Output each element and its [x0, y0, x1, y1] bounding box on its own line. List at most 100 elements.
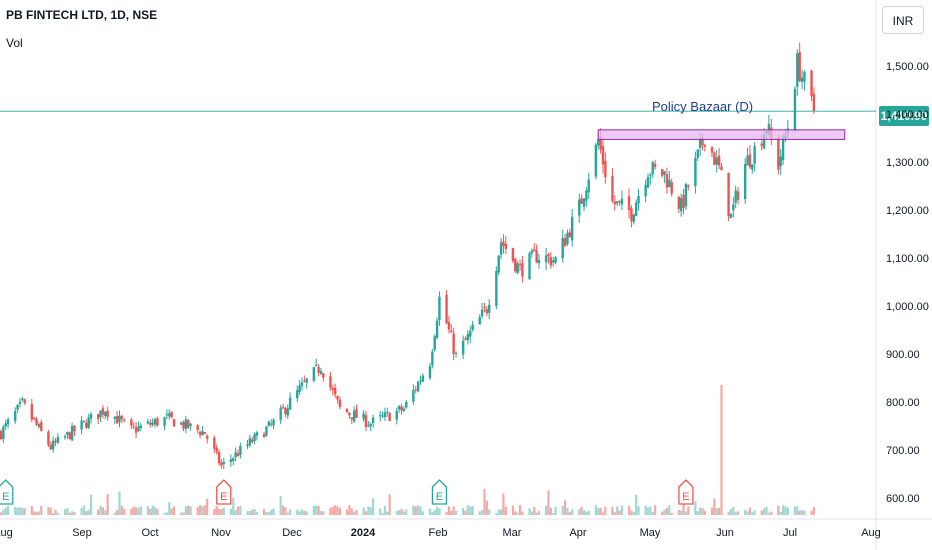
candle-body [618, 200, 621, 202]
volume-bar [270, 509, 273, 515]
volume-bar [71, 511, 74, 515]
candle-body [101, 408, 105, 415]
price-tick: 600.00 [886, 493, 920, 505]
price-tick: 700.00 [886, 445, 920, 458]
volume-bar [322, 511, 325, 515]
volume-bar [746, 511, 749, 515]
candle-body [369, 423, 372, 427]
volume-bar [120, 505, 123, 515]
volume-bar [153, 507, 157, 515]
volume-bar [87, 509, 90, 515]
candle-body [18, 401, 22, 405]
candle-body [447, 322, 451, 330]
candle-body [255, 432, 259, 436]
volume-bar [497, 509, 500, 515]
candle-body [35, 419, 38, 425]
volume-bar [516, 512, 519, 515]
candle-body [630, 208, 633, 222]
candle-body [653, 163, 657, 167]
volume-bar [137, 507, 140, 515]
candle-body [123, 419, 126, 421]
candle-body [232, 458, 235, 461]
volume-bar [651, 512, 654, 515]
volume-bar [30, 505, 33, 515]
volume-bar [637, 506, 640, 515]
volume-bar [412, 505, 415, 515]
earnings-marker-shape [431, 479, 448, 505]
volume-bar [16, 507, 19, 515]
earnings-marker[interactable]: E [0, 479, 14, 505]
volume-bar [35, 511, 38, 515]
candle-body [779, 156, 782, 167]
candle-body [803, 71, 806, 82]
volume-bar [156, 508, 159, 515]
price-tick: 1,300.00 [886, 157, 929, 170]
volume-bar [810, 510, 813, 515]
candle-body [810, 70, 813, 96]
candle-body [800, 77, 804, 83]
candle-body [168, 413, 171, 417]
volume-bar [729, 508, 733, 515]
candle-body [262, 433, 266, 438]
volume-bar [552, 512, 555, 515]
volume-bar [528, 508, 531, 515]
earnings-marker[interactable]: E [216, 479, 232, 505]
candle-body [767, 123, 771, 135]
volume-bar [172, 506, 176, 515]
volume-bar [734, 511, 737, 515]
candle-body [331, 388, 334, 390]
price-tick: 900.00 [886, 349, 920, 362]
earnings-marker[interactable]: E [431, 479, 448, 505]
volume-bar [547, 490, 550, 515]
volume-bar [383, 506, 387, 515]
volume-bar [388, 494, 391, 515]
earnings-marker-shape [0, 479, 14, 505]
price-tick: 1,500.00 [886, 61, 929, 74]
candle-body [165, 414, 169, 416]
volume-bar [405, 509, 408, 515]
volume-bar [466, 505, 469, 515]
candle-body [450, 330, 453, 333]
candle-body [284, 407, 287, 415]
candle-body [734, 190, 737, 203]
candle-body [32, 417, 36, 420]
candle-body [329, 376, 332, 388]
volume-bar [649, 506, 652, 515]
volume-bar [661, 511, 664, 515]
candle-body [698, 139, 702, 149]
support-zone-rect[interactable] [597, 129, 846, 140]
volume-bar [421, 511, 424, 515]
candle-body [696, 149, 699, 158]
volume-bar [812, 507, 816, 515]
volume-bar [33, 511, 36, 515]
candle-body [717, 155, 721, 166]
candle-body [104, 411, 107, 416]
volume-bar [149, 508, 152, 515]
time-tick: Aug [0, 527, 13, 539]
candle-body [537, 260, 541, 264]
volume-bars [0, 385, 816, 515]
earnings-marker[interactable]: E [678, 479, 694, 505]
candle-body [644, 184, 647, 197]
candle-body [381, 415, 384, 417]
candle-body [547, 254, 550, 257]
volume-indicator-label[interactable]: Vol [6, 36, 23, 50]
candle-body [729, 213, 733, 219]
candle-body [383, 412, 387, 418]
volume-bar [611, 506, 614, 515]
candle-body [727, 172, 730, 216]
volume-bar [578, 509, 581, 515]
volume-bar [132, 506, 135, 515]
volume-bar [782, 505, 785, 515]
candle-body [315, 364, 318, 366]
volume-bar [7, 505, 10, 515]
candle-body [89, 413, 93, 419]
volume-bar [118, 491, 121, 515]
volume-bar [300, 509, 304, 515]
candle-body [405, 401, 408, 408]
candle-body [236, 453, 240, 457]
candle-body [521, 263, 524, 277]
volume-bar [549, 507, 552, 515]
currency-button[interactable]: INR [882, 6, 924, 34]
